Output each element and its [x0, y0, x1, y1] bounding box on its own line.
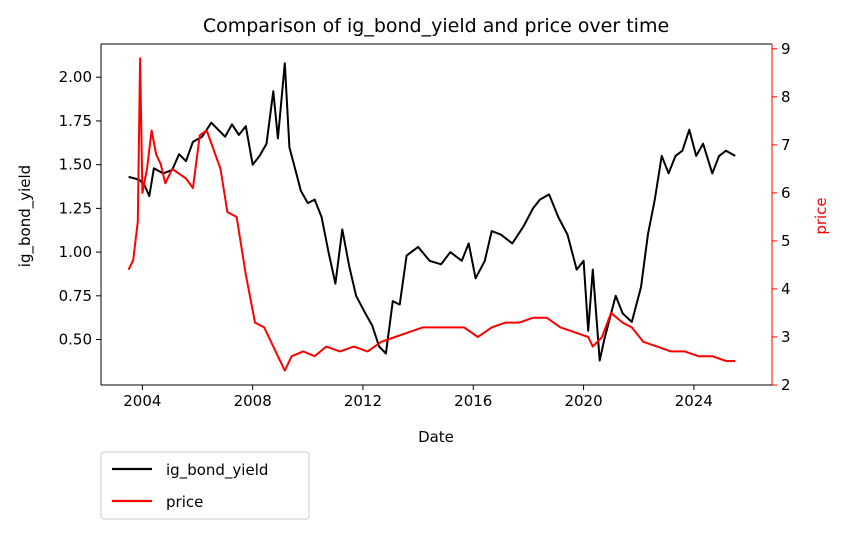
right-y-tick-label: 9	[781, 40, 791, 58]
plot-area	[100, 43, 773, 386]
legend-box	[100, 451, 310, 520]
x-tick-label: 2008	[234, 392, 272, 410]
x-tick-label: 2004	[123, 392, 161, 410]
right-y-axis-ticks: 2 3 4 5 6 7 8 9	[772, 40, 791, 394]
x-tick-label: 2024	[675, 392, 713, 410]
right-y-tick-label: 5	[781, 232, 791, 250]
right-y-tick-label: 7	[781, 136, 791, 154]
right-y-tick-label: 2	[781, 376, 791, 394]
x-tick-label: 2012	[344, 392, 382, 410]
right-y-axis-label: price	[812, 197, 830, 234]
chart-title: Comparison of ig_bond_yield and price ov…	[203, 15, 669, 37]
legend-label-price: price	[166, 493, 203, 511]
right-y-tick-label: 8	[781, 88, 791, 106]
left-y-axis-ticks: 0.50 0.75 1.00 1.25 1.50 1.75 2.00	[59, 68, 101, 349]
x-axis-ticks: 2004 2008 2012 2016 2020 2024	[123, 385, 713, 410]
legend: ig_bond_yield price	[100, 451, 310, 520]
x-tick-label: 2020	[564, 392, 602, 410]
series-line-price	[127, 57, 736, 372]
left-y-tick-label: 1.75	[59, 112, 92, 130]
right-y-tick-label: 3	[781, 328, 791, 346]
right-y-tick-label: 4	[781, 280, 791, 298]
left-y-tick-label: 2.00	[59, 68, 92, 86]
left-y-tick-label: 1.25	[59, 199, 92, 217]
left-y-axis-label: ig_bond_yield	[16, 165, 35, 267]
right-y-tick-label: 6	[781, 184, 791, 202]
legend-label-ig-bond-yield: ig_bond_yield	[166, 461, 268, 480]
left-y-tick-label: 1.50	[59, 156, 92, 174]
left-y-tick-label: 1.00	[59, 243, 92, 261]
x-tick-label: 2016	[454, 392, 492, 410]
left-y-tick-label: 0.75	[59, 287, 92, 305]
series-line-ig-bond-yield	[128, 62, 736, 362]
left-y-tick-label: 0.50	[59, 331, 92, 349]
x-axis-label: Date	[418, 428, 454, 446]
